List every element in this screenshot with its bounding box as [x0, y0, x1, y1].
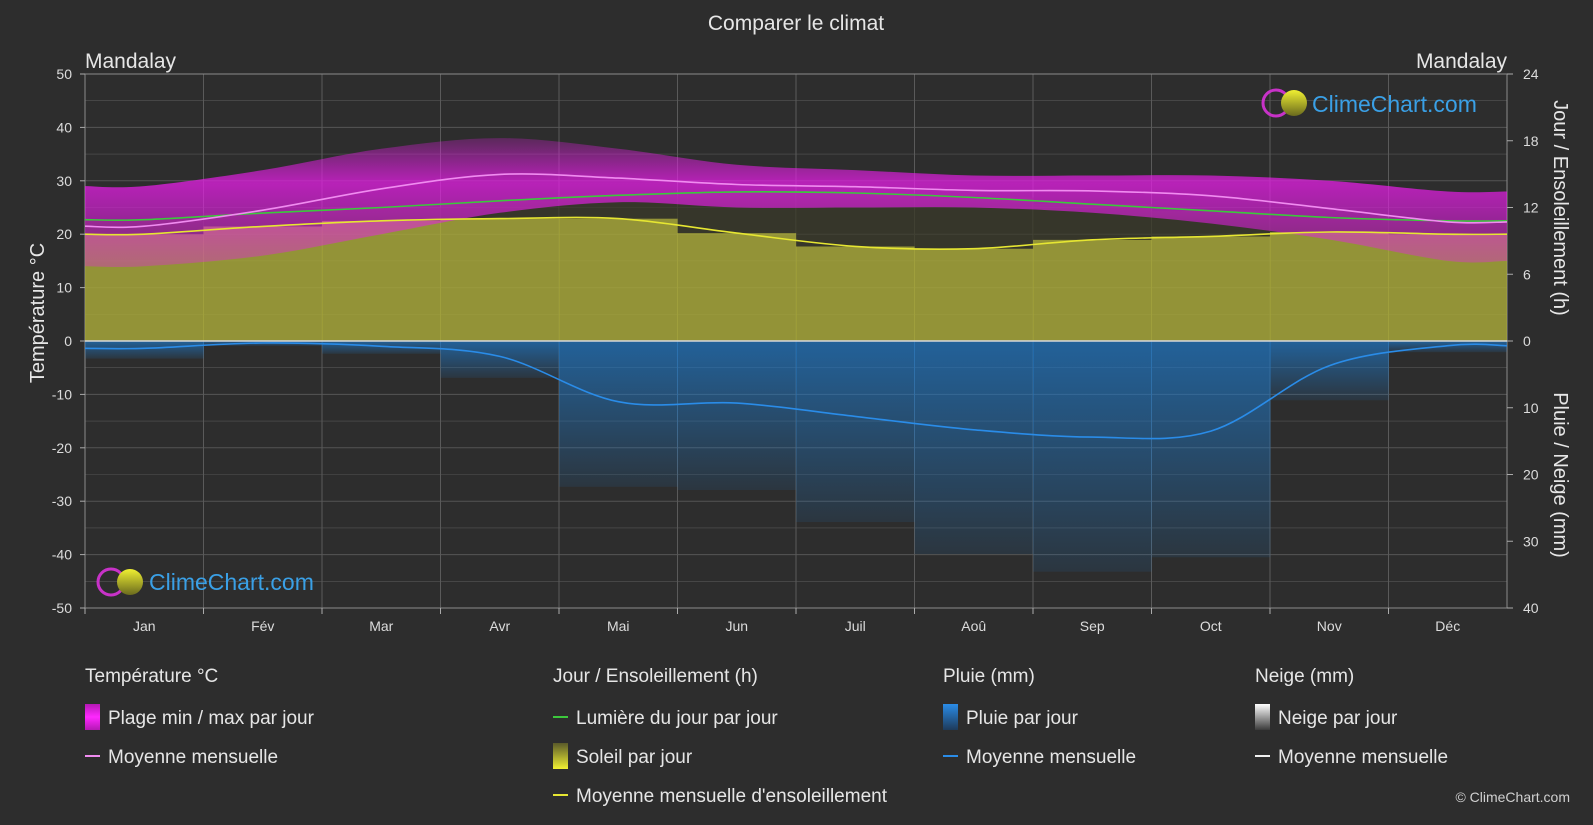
chart-title: Comparer le climat — [708, 12, 884, 35]
rain-bar — [1033, 341, 1152, 572]
legend-swatch-box — [553, 743, 568, 769]
y-right-top-tick-label: 18 — [1523, 133, 1539, 149]
y-left-tick-label: 20 — [56, 226, 72, 242]
y-left-tick-label: 0 — [64, 333, 72, 349]
legend-swatch-box — [943, 704, 958, 730]
x-tick-label: Déc — [1435, 618, 1460, 634]
legend-item-label: Moyenne mensuelle — [1278, 747, 1448, 768]
data-lines — [85, 173, 1507, 440]
watermark-top: ClimeChart.com — [1261, 88, 1477, 118]
x-tick-label: Mar — [369, 618, 393, 634]
x-tick-label: Jan — [133, 618, 156, 634]
legend-item-label: Soleil par jour — [576, 747, 693, 768]
x-tick-label: Aoû — [961, 618, 986, 634]
rain-bar — [559, 341, 678, 487]
y-axis-right-bottom-label: Pluie / Neige (mm) — [1549, 392, 1571, 558]
copyright: © ClimeChart.com — [1455, 789, 1570, 805]
daylight-line — [85, 191, 1507, 222]
y-right-bottom-tick-label: 30 — [1523, 533, 1539, 549]
y-right-top-tick-label: 6 — [1523, 266, 1531, 282]
y-right-bottom-tick-label: 40 — [1523, 600, 1539, 616]
x-tick-label: Juil — [845, 618, 866, 634]
rain-bar — [85, 341, 204, 359]
sunshine-bar — [1033, 239, 1152, 341]
legend-item-label: Neige par jour — [1278, 708, 1398, 729]
y-left-tick-label: -20 — [52, 440, 72, 456]
legend-group-title: Température °C — [85, 666, 218, 687]
rain-bar — [677, 341, 797, 490]
legend-swatch-box — [1255, 704, 1270, 730]
y-right-top-tick-label: 24 — [1523, 66, 1539, 82]
y-right-top-tick-label: 0 — [1523, 333, 1531, 349]
sunshine-bar — [559, 218, 678, 341]
x-tick-label: Nov — [1317, 618, 1342, 634]
rain-avg-line — [85, 342, 1507, 440]
sunshine-bar — [677, 233, 797, 341]
sunshine-bar — [1151, 236, 1271, 341]
y-left-tick-label: -30 — [52, 493, 72, 509]
brand-ball-icon — [1281, 90, 1307, 116]
watermark-text: ClimeChart.com — [1312, 91, 1477, 117]
legend-item-label: Pluie par jour — [966, 708, 1079, 729]
x-tick-label: Sep — [1080, 618, 1105, 634]
rain-bar — [440, 341, 560, 378]
rain-bar — [796, 341, 915, 523]
legend: Température °C Plage min / max par jour Mo… — [85, 666, 1448, 807]
x-tick-label: Oct — [1200, 618, 1222, 634]
rain-bar — [1270, 341, 1389, 401]
temperature-range-band — [85, 138, 1507, 267]
temperature-avg-line — [85, 173, 1507, 229]
legend-item-label: Moyenne mensuelle — [966, 747, 1136, 768]
watermark-text: ClimeChart.com — [149, 569, 314, 595]
sunshine-bar — [796, 246, 915, 341]
y-left-tick-label: -10 — [52, 386, 72, 402]
legend-swatch-box — [85, 704, 100, 730]
y-left-tick-label: -40 — [52, 547, 72, 563]
y-right-bottom-tick-label: 20 — [1523, 467, 1539, 483]
y-left-tick-label: 40 — [56, 119, 72, 135]
x-tick-label: Fév — [251, 618, 274, 634]
y-axis-left-label: Température °C — [27, 243, 49, 383]
y-left-tick-label: 30 — [56, 173, 72, 189]
legend-item-label: Moyenne mensuelle d'ensoleillement — [576, 786, 888, 807]
x-tick-label: Avr — [489, 618, 510, 634]
y-left-tick-label: 50 — [56, 66, 72, 82]
legend-group-title: Pluie (mm) — [943, 666, 1035, 687]
y-right-bottom-tick-label: 10 — [1523, 400, 1539, 416]
location-left: Mandalay — [85, 50, 177, 73]
watermark-bottom: ClimeChart.com — [96, 567, 314, 597]
data-bands — [85, 138, 1507, 572]
rain-bar — [1388, 341, 1507, 353]
brand-ball-icon — [117, 569, 143, 595]
y-left-tick-label: 10 — [56, 280, 72, 296]
location-right: Mandalay — [1416, 50, 1508, 73]
axis-ticks: 50 40 30 20 10 0 -10 -20 -30 -40 -50 24 18 12 6 0 10 20 30… — [52, 66, 1539, 634]
x-tick-label: Jun — [725, 618, 748, 634]
y-axis-right-top-label: Jour / Ensoleillement (h) — [1549, 100, 1571, 316]
legend-item-label: Lumière du jour par jour — [576, 708, 778, 729]
y-left-tick-label: -50 — [52, 600, 72, 616]
x-tick-label: Mai — [607, 618, 630, 634]
legend-group-title: Jour / Ensoleillement (h) — [553, 666, 758, 687]
legend-item-label: Plage min / max par jour — [108, 708, 315, 729]
sunshine-avg-line — [85, 216, 1507, 250]
y-right-top-tick-label: 12 — [1523, 200, 1539, 216]
sunshine-bar — [440, 218, 560, 341]
sunshine-bar — [1270, 231, 1389, 341]
legend-item-label: Moyenne mensuelle — [108, 747, 278, 768]
legend-group-title: Neige (mm) — [1255, 666, 1354, 687]
sunshine-bar — [914, 248, 1034, 341]
rain-bar — [914, 341, 1034, 555]
rain-bar — [1151, 341, 1271, 558]
